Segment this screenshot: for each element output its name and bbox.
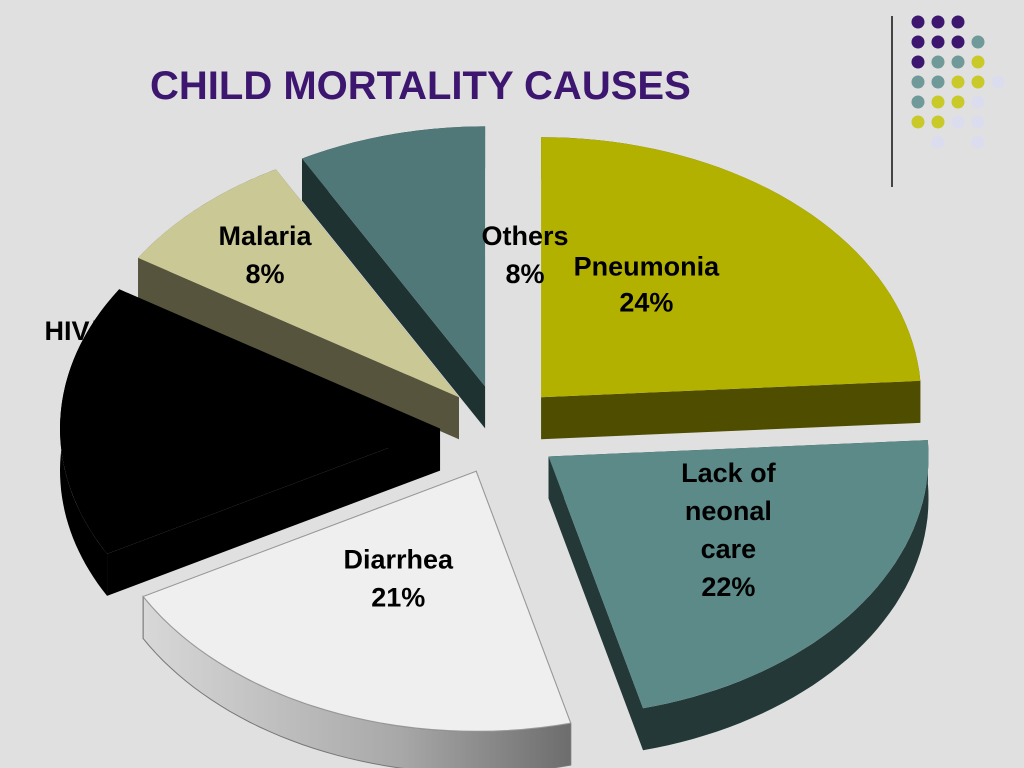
slice-malaria [138, 169, 459, 398]
label-others-value: 8% [505, 259, 544, 289]
label-others-name: Others [481, 221, 568, 251]
slice-side-lack [548, 456, 644, 751]
label-diarrhea-value: 21% [371, 583, 425, 613]
slice-side-pneumonia [541, 380, 921, 440]
label-neonal-line1: Lack of [681, 458, 777, 488]
decorative-divider [891, 16, 893, 187]
label-diarrhea-name: Diarrhea [343, 545, 454, 575]
slice-side-malaria [138, 257, 459, 440]
slice-side-lack [643, 440, 929, 751]
label-neonal-line2: neonal [685, 496, 772, 526]
label-malaria-value: 8% [245, 259, 284, 289]
slide-title: CHILD MORTALITY CAUSES [150, 64, 691, 108]
slice-pneumonia [541, 137, 921, 398]
label-neonal-value: 22% [701, 572, 755, 602]
label-pneumonia-name: Pneumonia [574, 252, 721, 282]
slice-side-others [302, 158, 486, 429]
slice-side-hivaids [107, 428, 441, 596]
label-hivaids-value: 17% [76, 356, 130, 386]
slice-others [302, 126, 486, 387]
label-hivaids-name: HIV/AIDS [44, 316, 161, 346]
label-malaria-name: Malaria [218, 221, 312, 251]
label-neonal-line3: care [701, 534, 757, 564]
slice-diarrhea [142, 470, 572, 732]
slice-hivaids [60, 289, 441, 554]
slice-lack [548, 440, 929, 709]
label-pneumonia-value: 24% [619, 288, 673, 318]
